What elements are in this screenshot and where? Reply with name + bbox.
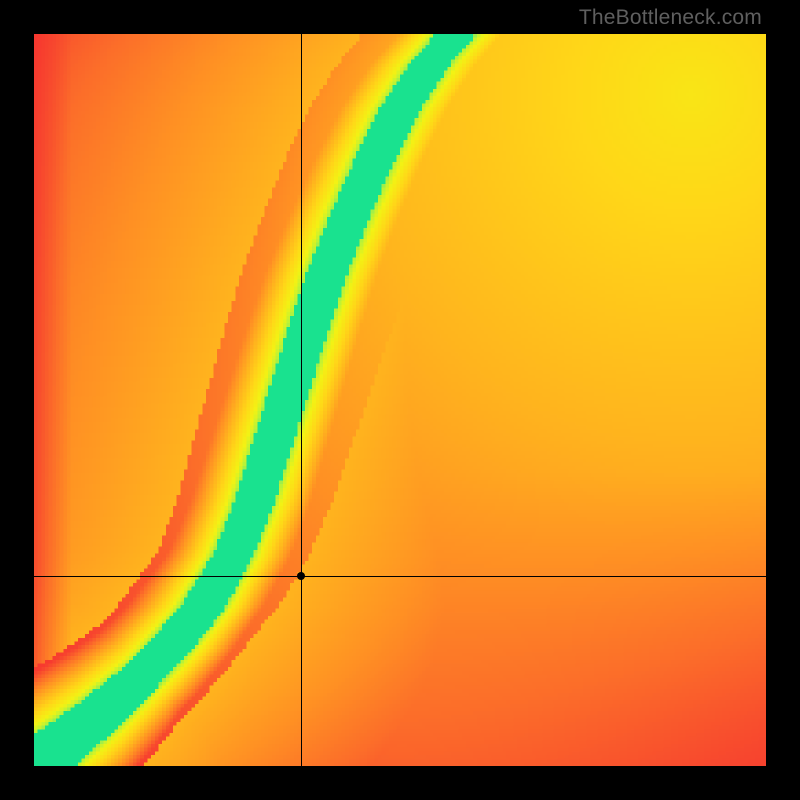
crosshair-marker-dot — [297, 572, 305, 580]
heatmap-canvas — [34, 34, 766, 766]
outer-frame: TheBottleneck.com — [0, 0, 800, 800]
plot-area — [34, 34, 766, 766]
watermark-text: TheBottleneck.com — [579, 6, 762, 30]
crosshair-horizontal — [34, 576, 766, 577]
crosshair-vertical — [301, 34, 302, 766]
